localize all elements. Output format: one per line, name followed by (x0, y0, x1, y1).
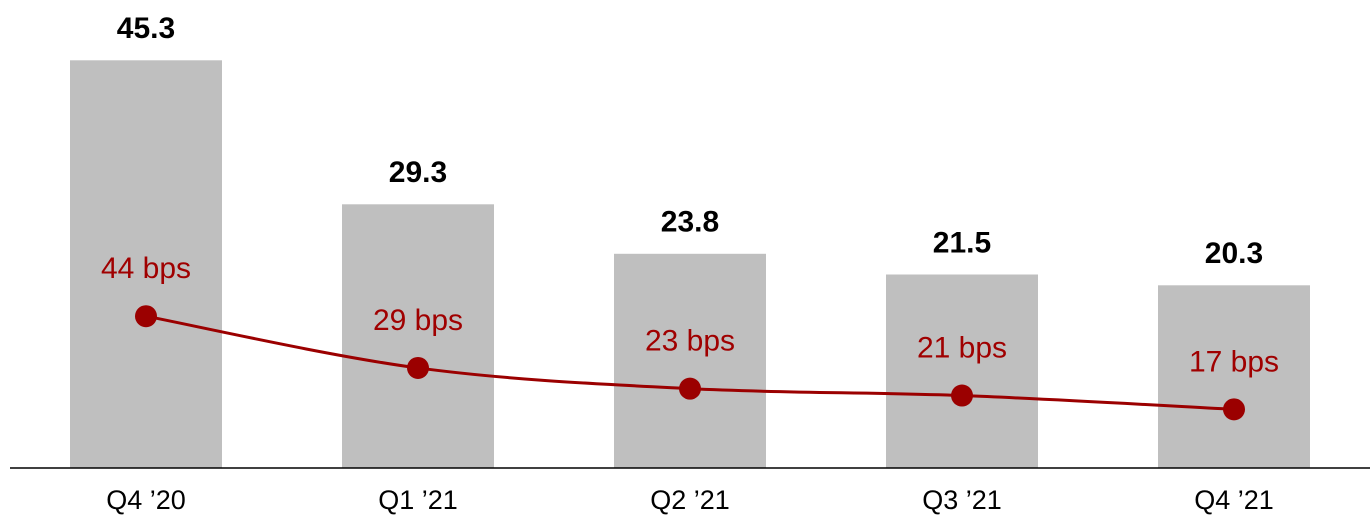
bar (614, 253, 766, 468)
bar (70, 60, 222, 469)
bar-value-label: 20.3 (1205, 237, 1263, 270)
bar (886, 274, 1038, 468)
x-tick-label: Q3 ’21 (922, 485, 1002, 515)
line-point (679, 377, 701, 400)
bar (342, 204, 494, 469)
line-value-label: 21 bps (917, 331, 1007, 364)
line-point (1223, 398, 1245, 421)
line-value-label: 23 bps (645, 325, 735, 358)
x-tick-label: Q1 ’21 (378, 485, 458, 515)
x-tick-label: Q2 ’21 (650, 485, 730, 515)
line-value-label: 44 bps (101, 252, 191, 285)
bar-value-label: 23.8 (661, 206, 719, 239)
line-point (407, 356, 429, 379)
line-value-label: 29 bps (373, 304, 463, 337)
bar-value-label: 29.3 (389, 156, 447, 189)
bar-value-label: 21.5 (933, 226, 991, 259)
line-point (951, 384, 973, 407)
line-point (135, 305, 157, 328)
line-value-label: 17 bps (1189, 345, 1279, 378)
bar (1158, 285, 1310, 468)
x-tick-label: Q4 ’20 (106, 485, 186, 515)
bar-value-label: 45.3 (117, 12, 175, 45)
x-tick-label: Q4 ’21 (1194, 485, 1274, 515)
